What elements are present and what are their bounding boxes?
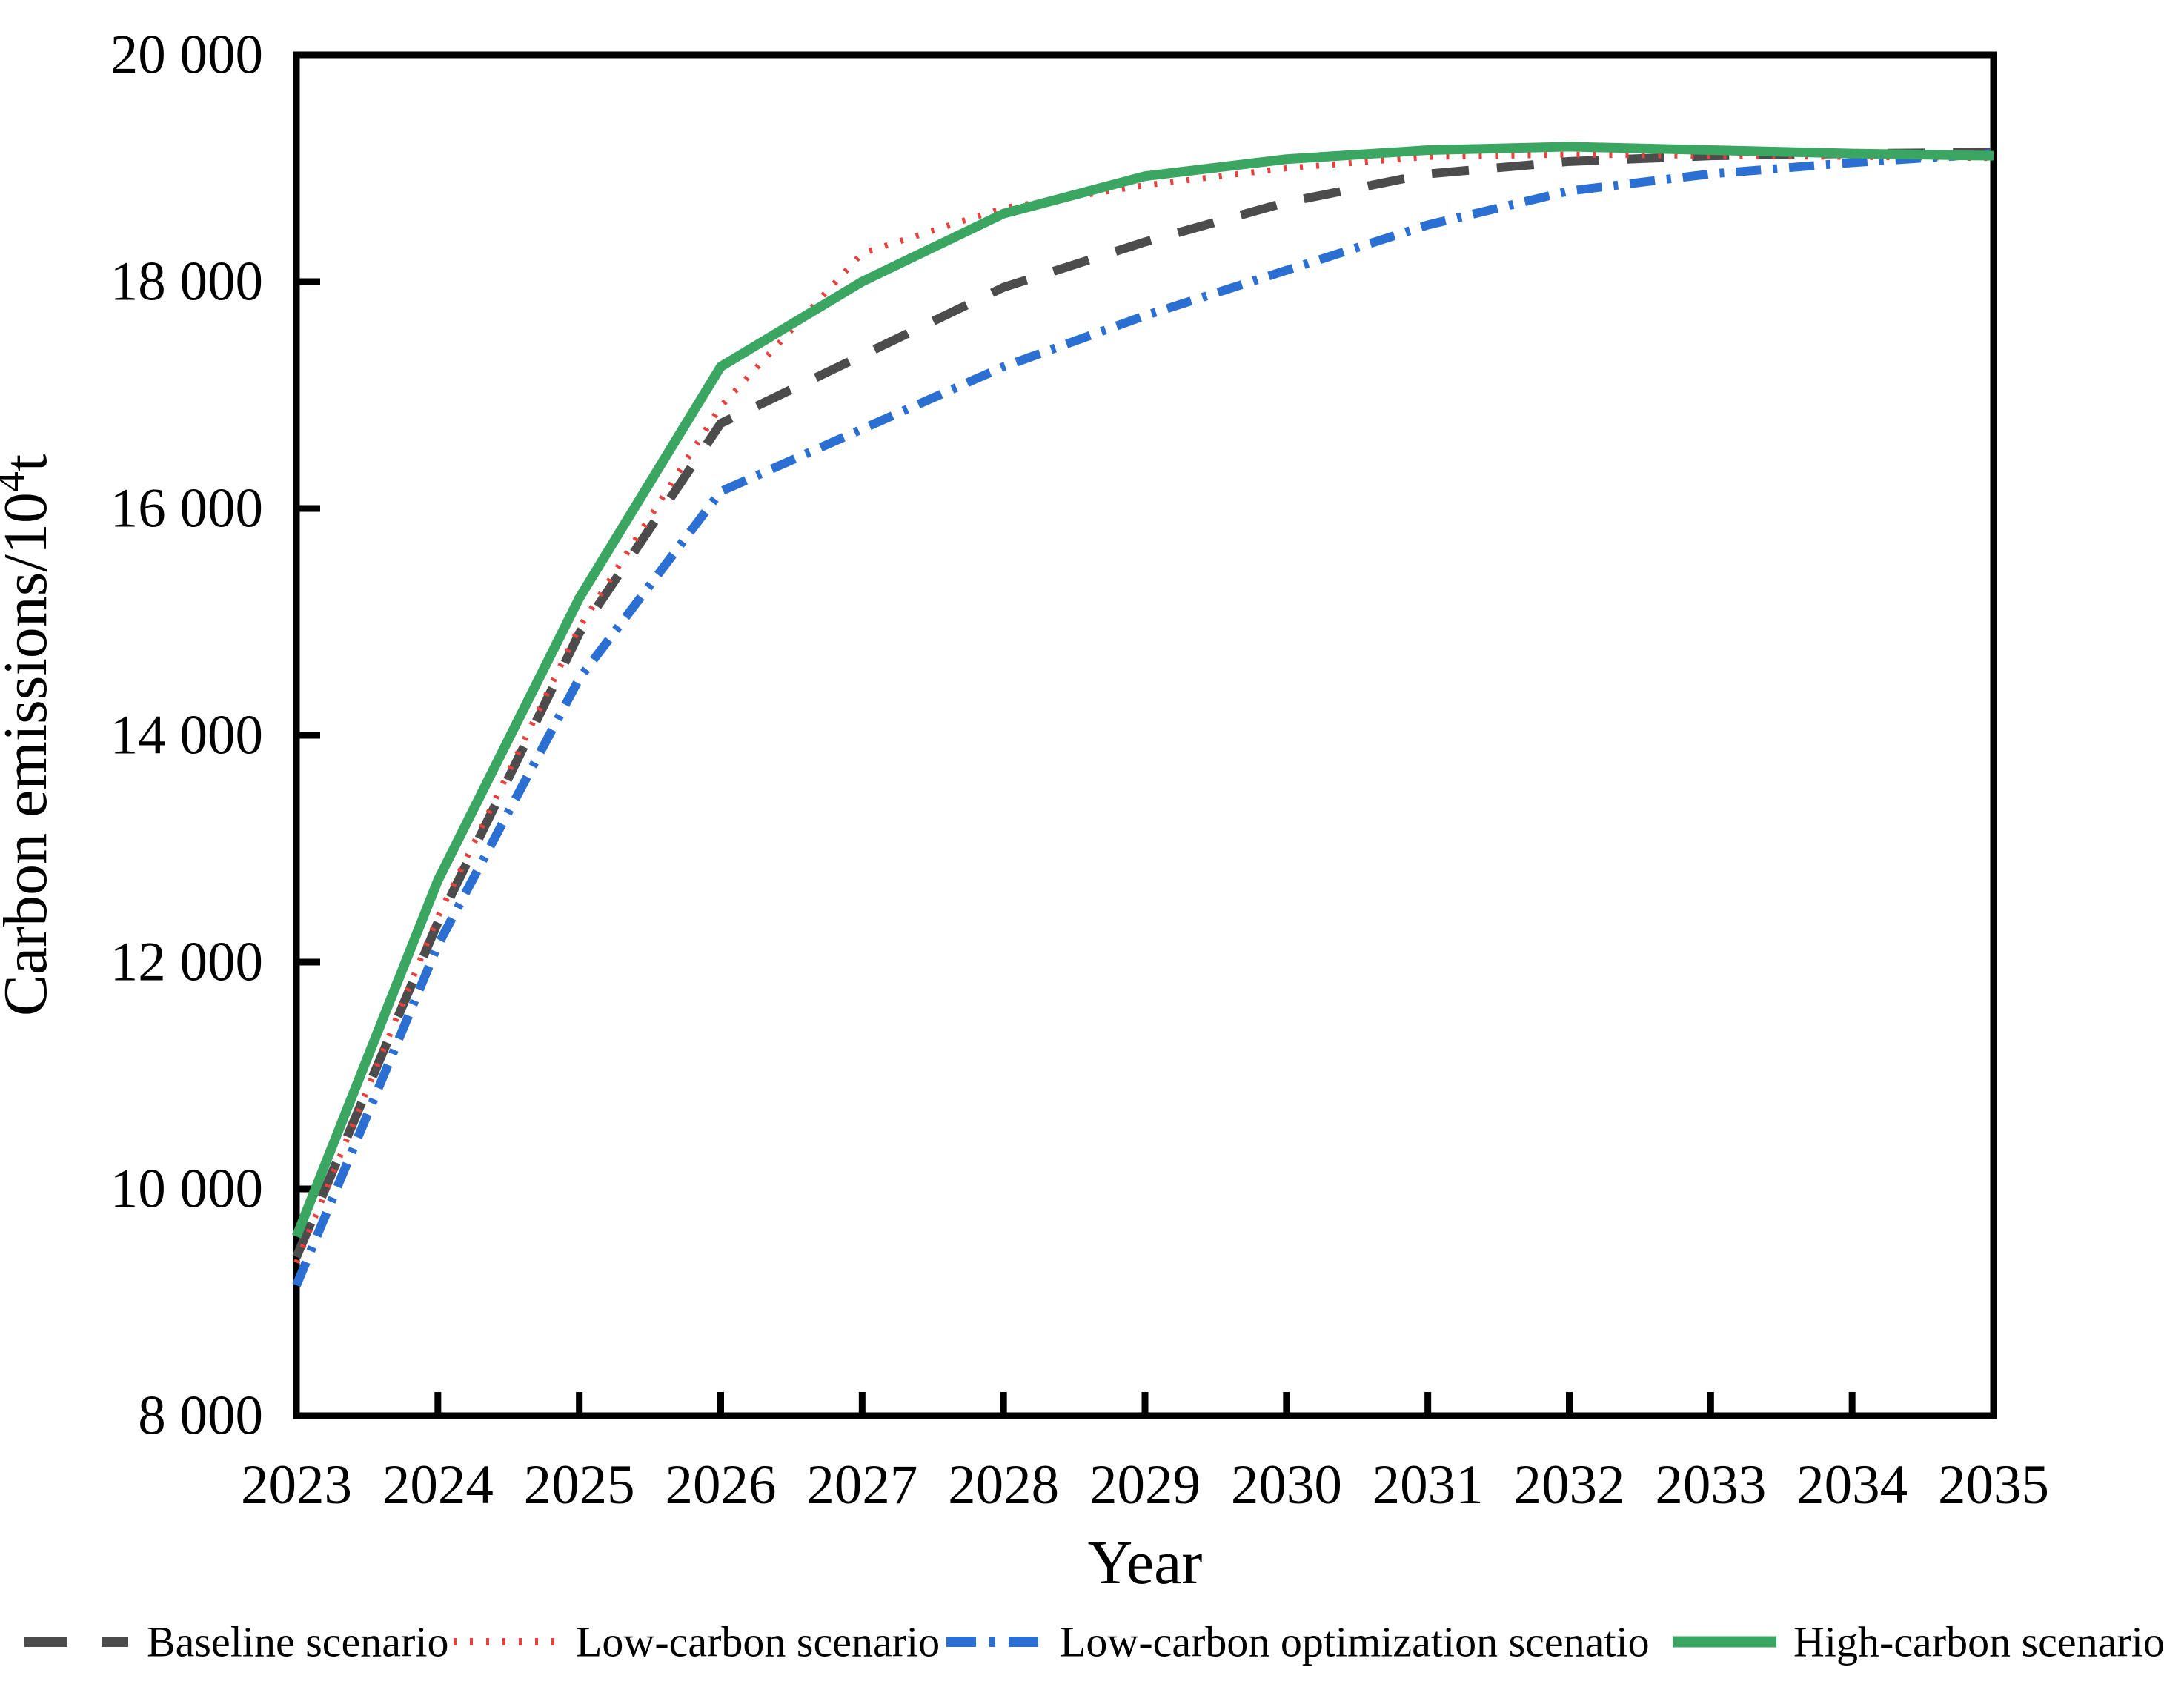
x-tick-label: 2030 xyxy=(1231,1454,1342,1516)
y-tick-label: 16 000 xyxy=(110,478,263,540)
x-tick-label: 2035 xyxy=(1938,1454,2049,1516)
legend-item-low-carbon-scenario: Low-carbon scenario xyxy=(454,1618,940,1666)
x-tick-label: 2032 xyxy=(1514,1454,1625,1516)
y-tick-label: 10 000 xyxy=(110,1159,263,1220)
series-line-baseline-scenario xyxy=(292,148,1994,1259)
y-tick-label: 20 000 xyxy=(110,24,263,86)
legend-label-high-carbon-scenario: High-carbon scenario xyxy=(1793,1618,2165,1666)
x-tick-label: 2029 xyxy=(1089,1454,1201,1516)
series-line-low-carbon-scenario xyxy=(293,151,1994,1264)
x-tick-label: 2027 xyxy=(806,1454,917,1516)
x-tick-label: 2028 xyxy=(948,1454,1059,1516)
y-axis-title: Carbon emissions/104t xyxy=(0,454,60,1016)
x-tick-label: 2023 xyxy=(241,1454,352,1516)
x-tick-label: 2033 xyxy=(1655,1454,1766,1516)
x-tick-label: 2025 xyxy=(524,1454,635,1516)
y-tick-label: 12 000 xyxy=(110,932,263,993)
x-axis-title: Year xyxy=(1088,1528,1203,1597)
legend-label-baseline-scenario: Baseline scenario xyxy=(147,1618,448,1666)
legend-item-baseline-scenario: Baseline scenario xyxy=(24,1618,448,1666)
legend-label-low-carbon-optimization-scenatio: Low-carbon optimization scenatio xyxy=(1060,1618,1650,1666)
legend-item-low-carbon-optimization-scenatio: Low-carbon optimization scenatio xyxy=(946,1618,1650,1666)
legend-item-high-carbon-scenario: High-carbon scenario xyxy=(1673,1618,2165,1666)
x-tick-label: 2026 xyxy=(666,1454,777,1516)
legend-label-low-carbon-scenario: Low-carbon scenario xyxy=(576,1618,940,1666)
legend: Baseline scenario Low-carbon scenario Low-… xyxy=(24,1618,2165,1666)
x-tick-label: 2024 xyxy=(382,1454,494,1516)
y-tick-label: 14 000 xyxy=(110,705,263,766)
x-axis: 2023 2024 2025 2026 2027 2028 2029 2030 2031 2032… xyxy=(241,1392,2049,1516)
y-tick-label: 18 000 xyxy=(110,251,263,313)
series-line-low-carbon-optimization-scenatio xyxy=(292,149,1994,1287)
x-tick-label: 2034 xyxy=(1796,1454,1908,1516)
x-tick-label: 2031 xyxy=(1373,1454,1484,1516)
y-axis: 8 000 10 000 12 000 14 000 16 000 18 000 20 00… xyxy=(110,24,320,1447)
series-line-high-carbon-scenario xyxy=(291,142,1994,1239)
y-tick-label: 8 000 xyxy=(138,1385,263,1447)
